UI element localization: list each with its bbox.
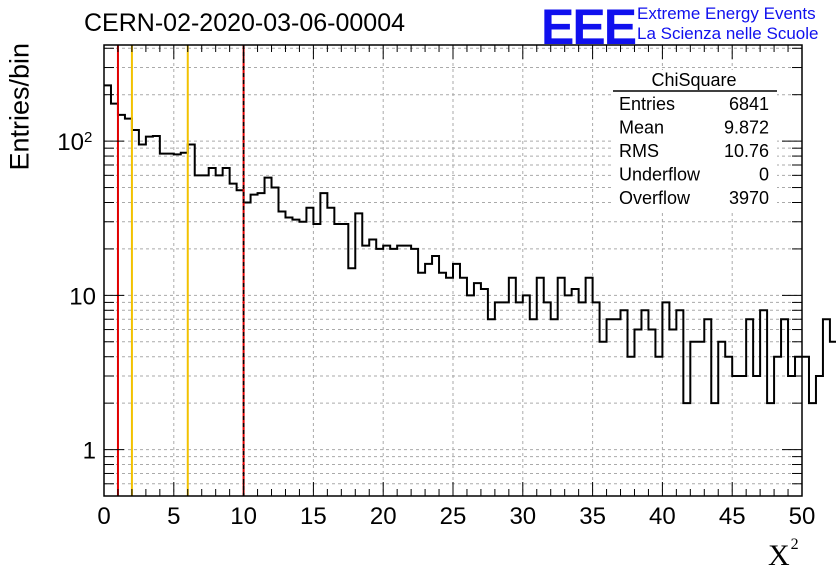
x-tick-label: 0 bbox=[97, 503, 110, 530]
stats-label: Entries bbox=[619, 94, 675, 114]
y-axis-label: Entries/bin bbox=[4, 42, 35, 171]
x-tick-label: 20 bbox=[370, 503, 397, 530]
x-tick-label: 40 bbox=[649, 503, 676, 530]
stats-title: ChiSquare bbox=[651, 70, 736, 90]
stats-value: 0 bbox=[759, 165, 769, 185]
x-tick-label: 35 bbox=[579, 503, 606, 530]
y-tick-label-exponent: 2 bbox=[84, 129, 92, 146]
stats-label: RMS bbox=[619, 141, 659, 161]
y-tick-label: 10 bbox=[69, 283, 96, 310]
x-axis-label-symbol: X bbox=[768, 539, 790, 572]
stats-box bbox=[613, 70, 777, 210]
run-title: CERN-02-2020-03-06-00004 bbox=[84, 9, 406, 37]
logo-line-1: Extreme Energy Events bbox=[637, 4, 816, 23]
eee-logo-letters: EEE bbox=[541, 0, 637, 55]
x-axis-label: X2 bbox=[768, 536, 799, 573]
x-tick-label: 30 bbox=[509, 503, 536, 530]
stats-value: 9.872 bbox=[724, 118, 769, 138]
x-tick-label: 10 bbox=[230, 503, 257, 530]
histogram-series bbox=[104, 84, 836, 405]
x-axis-label-superscript: 2 bbox=[790, 536, 799, 553]
stats-label: Underflow bbox=[619, 165, 701, 185]
stats-value: 3970 bbox=[729, 188, 769, 208]
x-tick-label: 25 bbox=[440, 503, 467, 530]
eee-logo: EEE bbox=[541, 0, 637, 55]
y-tick-label: 10 bbox=[57, 129, 84, 156]
y-tick-label: 1 bbox=[83, 438, 96, 465]
logo-line-2: La Scienza nelle Scuole bbox=[637, 24, 819, 43]
stats-value: 6841 bbox=[729, 94, 769, 114]
x-tick-label: 15 bbox=[300, 503, 327, 530]
stats-label: Overflow bbox=[619, 188, 691, 208]
x-tick-label: 45 bbox=[719, 503, 746, 530]
x-tick-label: 50 bbox=[789, 503, 816, 530]
stats-label: Mean bbox=[619, 118, 664, 138]
stats-value: 10.76 bbox=[724, 141, 769, 161]
x-tick-label: 5 bbox=[167, 503, 180, 530]
